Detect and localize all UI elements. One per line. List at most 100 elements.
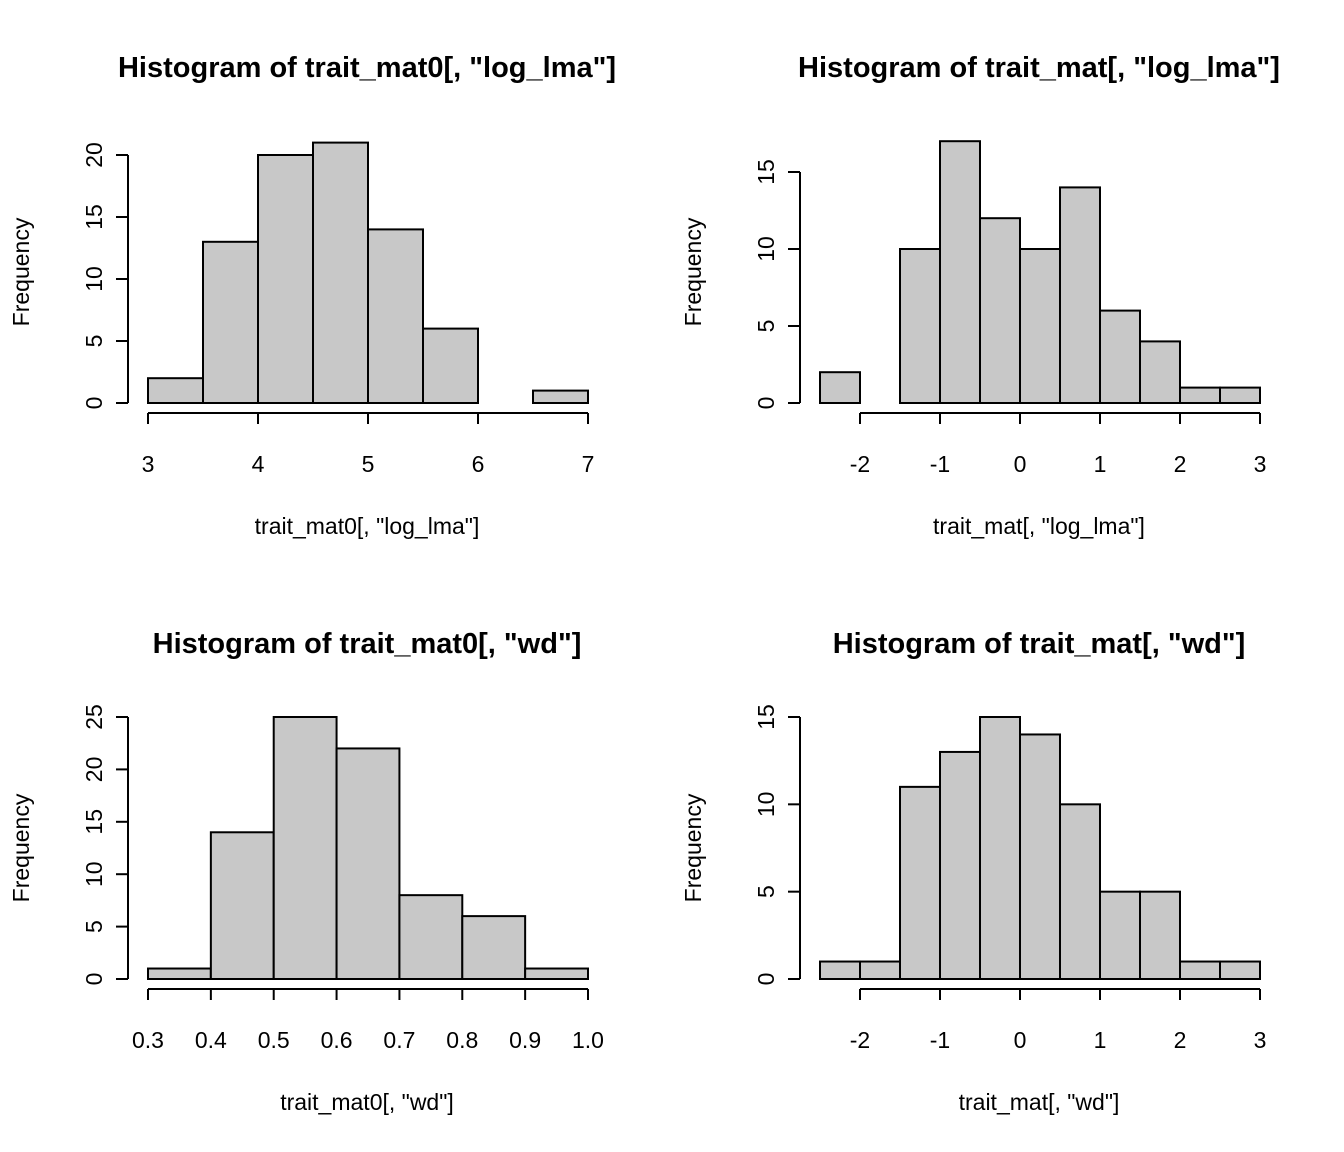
histogram-bar: [979, 217, 1021, 404]
x-tick-label: 1.0: [572, 1027, 604, 1053]
panel-4-x-label: trait_mat[, "wd"]: [959, 1089, 1120, 1115]
panel-2-title: Histogram of trait_mat[, "log_lma"]: [798, 52, 1280, 84]
histogram-bar: [1139, 340, 1181, 404]
histogram-bar: [1139, 890, 1181, 981]
histogram-bar: [524, 967, 590, 981]
panel-4-y-axis: 0 5 10 15: [753, 704, 801, 986]
panel-3-y-axis: 0 5 10 15 20 25: [81, 704, 129, 986]
x-tick-label: -2: [850, 451, 870, 477]
histogram-bar: [147, 967, 212, 981]
x-tick-label: 0.9: [509, 1027, 541, 1053]
panel-2-x-axis: -2 -1 0 1 2 3: [850, 412, 1267, 477]
y-tick-label: 10: [81, 266, 107, 292]
y-tick-label: 0: [753, 397, 779, 410]
histogram-bar: [1059, 803, 1101, 980]
x-tick-label: 3: [1254, 451, 1267, 477]
histogram-bar: [312, 141, 369, 404]
panel-3: Histogram of trait_mat0[, "wd"] 0.3 0.4 0.…: [8, 628, 604, 1115]
y-tick-label: 5: [753, 885, 779, 898]
x-tick-label: -2: [850, 1027, 870, 1053]
x-tick-label: -1: [930, 451, 950, 477]
panel-1: Histogram of trait_mat0[, "log_lma"] 3 4 5…: [8, 52, 616, 539]
panel-1-x-label: trait_mat0[, "log_lma"]: [255, 513, 480, 539]
histogram-bar: [422, 327, 479, 405]
histogram-bar: [819, 371, 861, 405]
y-tick-label: 15: [81, 204, 107, 230]
panel-3-y-label: Frequency: [8, 793, 34, 902]
y-tick-label: 10: [81, 861, 107, 887]
panel-1-bars: [147, 141, 589, 405]
x-tick-label: 0: [1014, 451, 1027, 477]
y-tick-label: 5: [81, 335, 107, 348]
histogram-bar: [1099, 309, 1141, 405]
panel-1-x-axis: 3 4 5 6 7: [142, 412, 595, 477]
histogram-bar: [1019, 248, 1061, 404]
histogram-bar: [1219, 386, 1261, 405]
x-tick-label: 2: [1174, 451, 1187, 477]
x-tick-label: 3: [1254, 1027, 1267, 1053]
y-tick-label: 10: [753, 792, 779, 818]
x-tick-label: 2: [1174, 1027, 1187, 1053]
histogram-bar: [859, 960, 901, 980]
x-tick-label: 7: [582, 451, 595, 477]
x-tick-label: 1: [1094, 451, 1107, 477]
histogram-bar: [1059, 186, 1101, 404]
panel-4-x-axis: -2 -1 0 1 2 3: [850, 988, 1267, 1053]
histogram-bar: [939, 140, 981, 404]
panel-2: Histogram of trait_mat[, "log_lma"] -2 -1…: [680, 52, 1280, 539]
histogram-bar: [939, 750, 981, 981]
histogram-bar: [899, 785, 941, 980]
y-tick-label: 10: [753, 236, 779, 262]
x-tick-label: 0.3: [132, 1027, 164, 1053]
y-tick-label: 15: [753, 159, 779, 185]
histogram-bar: [1219, 960, 1261, 980]
x-tick-label: 0.4: [195, 1027, 227, 1053]
y-tick-label: 20: [81, 142, 107, 168]
panel-1-y-axis: 0 5 10 15 20: [81, 142, 129, 410]
panel-3-x-label: trait_mat0[, "wd"]: [280, 1089, 454, 1115]
y-tick-label: 0: [81, 397, 107, 410]
panel-4: Histogram of trait_mat[, "wd"] -2 -1 0 1 2 3 …: [680, 628, 1266, 1115]
histogram-bar: [272, 716, 338, 980]
histogram-bar: [532, 389, 589, 405]
histogram-bar: [335, 747, 401, 980]
panel-3-bars: [147, 716, 590, 981]
histogram-bar: [1019, 733, 1061, 981]
x-tick-label: 6: [472, 451, 485, 477]
panel-4-bars: [819, 716, 1261, 981]
y-tick-label: 15: [81, 809, 107, 835]
y-tick-label: 20: [81, 757, 107, 783]
histogram-bar: [1179, 386, 1221, 405]
y-tick-label: 5: [81, 920, 107, 933]
histogram-bar: [979, 716, 1021, 980]
panel-3-title: Histogram of trait_mat0[, "wd"]: [153, 628, 582, 660]
panel-1-title: Histogram of trait_mat0[, "log_lma"]: [118, 52, 616, 84]
histogram-bar: [1099, 890, 1141, 981]
x-tick-label: 0.6: [321, 1027, 353, 1053]
histogram-bar: [398, 894, 464, 980]
histogram-bar: [147, 377, 204, 405]
x-tick-label: 0: [1014, 1027, 1027, 1053]
x-tick-label: 0.7: [383, 1027, 415, 1053]
y-tick-label: 15: [753, 704, 779, 730]
panel-2-y-axis: 0 5 10 15: [753, 159, 801, 410]
panel-2-bars: [819, 140, 1261, 405]
panel-2-x-label: trait_mat[, "log_lma"]: [933, 513, 1145, 539]
histogram-bar: [1179, 960, 1221, 980]
panel-3-x-axis: 0.3 0.4 0.5 0.6 0.7 0.8 0.9 1.0: [132, 988, 604, 1053]
y-tick-label: 0: [81, 973, 107, 986]
y-tick-label: 25: [81, 704, 107, 730]
x-tick-label: 0.8: [446, 1027, 478, 1053]
histogram-bar: [461, 915, 527, 980]
x-tick-label: 5: [362, 451, 375, 477]
histogram-bar: [209, 831, 275, 981]
x-tick-label: 3: [142, 451, 155, 477]
panel-1-y-label: Frequency: [8, 217, 34, 326]
x-tick-label: 0.5: [258, 1027, 290, 1053]
y-tick-label: 0: [753, 973, 779, 986]
histogram-bar: [819, 960, 861, 980]
panel-4-y-label: Frequency: [680, 793, 706, 902]
histogram-bar: [257, 154, 314, 404]
x-tick-label: -1: [930, 1027, 950, 1053]
